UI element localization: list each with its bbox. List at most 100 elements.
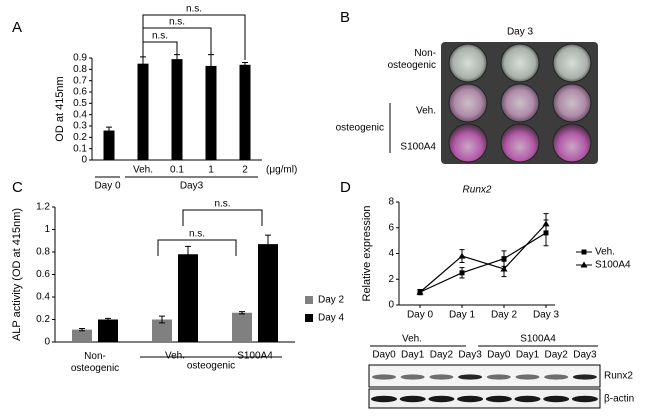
- y-tick-label: 0: [81, 155, 87, 166]
- panel-label: C: [12, 179, 23, 196]
- bar: [98, 319, 118, 342]
- well: [448, 43, 488, 83]
- panel-label: D: [340, 179, 351, 196]
- error-bar: [159, 315, 165, 324]
- y-tick-label: 0: [44, 337, 50, 348]
- group-label: Day3: [180, 181, 204, 192]
- error-bar: [239, 311, 245, 315]
- marker: [459, 270, 465, 276]
- x-tick-label: Day 1: [449, 310, 476, 321]
- protein-label: Runx2: [604, 371, 633, 382]
- x-tick-label: S100A4: [237, 351, 273, 362]
- plate-group-label: osteogenic: [336, 123, 384, 134]
- marker: [500, 265, 508, 272]
- blot-band: [543, 395, 570, 403]
- y-tick-label: 6: [388, 222, 394, 233]
- y-tick-label: 0.4: [36, 292, 50, 303]
- y-tick-label: 0.8: [36, 247, 50, 258]
- blot-band: [514, 395, 541, 403]
- bar: [171, 59, 183, 161]
- y-tick-label: 1: [44, 224, 50, 235]
- blot-band: [544, 374, 569, 380]
- marker: [580, 261, 588, 268]
- y-tick-label: 0.2: [73, 132, 87, 143]
- lane-label: Day3: [458, 350, 482, 361]
- bracket: [142, 41, 178, 60]
- bar: [178, 254, 198, 342]
- well: [552, 83, 592, 123]
- bracket: [157, 239, 237, 256]
- x-tick-label: 1: [208, 165, 214, 176]
- protein-label: β-actin: [604, 394, 634, 405]
- error-bar: [140, 56, 146, 71]
- marker: [458, 252, 466, 259]
- y-tick-label: 0: [388, 300, 394, 311]
- plate-row-label: Non-osteogenic: [388, 48, 436, 71]
- lane-label: Day1: [401, 350, 425, 361]
- unit-label: (μg/ml): [266, 165, 297, 176]
- blot-band: [486, 374, 511, 380]
- blot-band: [371, 395, 397, 403]
- y-axis-label: OD at 415nm: [54, 76, 66, 141]
- chart-title: Runx2: [463, 185, 492, 196]
- y-tick-label: 0.1: [73, 143, 87, 154]
- bracket: [182, 209, 263, 226]
- panel-label: A: [12, 19, 22, 36]
- well: [448, 83, 488, 123]
- x-tick-label: Veh.: [165, 351, 185, 362]
- blot-strip: [368, 388, 601, 409]
- x-tick-label: Veh.: [133, 165, 153, 176]
- legend-swatch: [305, 314, 313, 322]
- lane-label: Day2: [545, 350, 569, 361]
- bracket: [142, 14, 246, 60]
- y-tick-label: 0.2: [36, 314, 50, 325]
- annotation: n.s.: [169, 17, 185, 28]
- y-tick-label: 1.2: [36, 202, 50, 213]
- blot-band: [571, 395, 598, 403]
- bar: [232, 312, 252, 342]
- lane-label: Day2: [430, 350, 454, 361]
- well: [500, 83, 540, 123]
- well: [552, 43, 592, 83]
- x-tick-label: Day 2: [491, 310, 518, 321]
- well: [500, 43, 540, 83]
- y-tick-label: 8: [388, 197, 394, 208]
- y-axis-label: Relative expression: [361, 206, 373, 302]
- legend-label: Veh.: [595, 247, 615, 258]
- annotation: n.s.: [152, 31, 168, 42]
- blot-band: [428, 395, 455, 403]
- wells: [448, 43, 592, 163]
- legend-label: Day 4: [318, 313, 345, 324]
- error-bar: [105, 317, 111, 322]
- well: [552, 123, 592, 163]
- x-tick-label: 2: [242, 165, 248, 176]
- error-bar: [106, 126, 112, 135]
- marker: [416, 288, 424, 295]
- blot-band: [515, 374, 540, 380]
- marker: [581, 249, 587, 255]
- blot-band: [372, 374, 396, 380]
- plate-row-label: Veh.: [416, 106, 436, 117]
- y-tick-label: 0.9: [73, 53, 87, 64]
- annotation: n.s.: [186, 4, 202, 15]
- blot-band: [429, 374, 454, 380]
- group-label: osteogenic: [187, 361, 235, 372]
- well: [500, 123, 540, 163]
- blot-band: [399, 395, 426, 403]
- error-bar: [208, 54, 214, 78]
- lane-label: Day3: [573, 350, 597, 361]
- y-tick-label: 0.4: [73, 109, 87, 120]
- blot-band: [400, 374, 425, 380]
- group-label: Day 0: [94, 181, 121, 192]
- blot-group: S100A4: [520, 334, 556, 345]
- bar: [205, 65, 217, 160]
- plate-row-label: S100A4: [400, 142, 436, 153]
- legend-label: S100A4: [595, 260, 631, 271]
- blot-group: Veh.: [402, 334, 422, 345]
- y-tick-label: 0.6: [73, 87, 87, 98]
- marker: [542, 220, 550, 227]
- blot-strip: [368, 364, 601, 388]
- annotation: n.s.: [189, 229, 205, 240]
- x-tick-label: Day 0: [407, 310, 434, 321]
